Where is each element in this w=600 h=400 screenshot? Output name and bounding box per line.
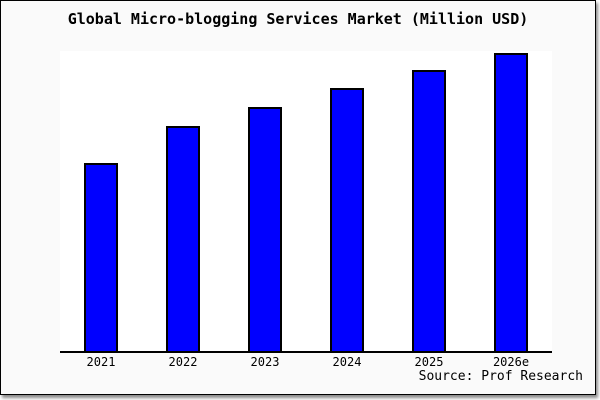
x-tick-label-2023: 2023 bbox=[250, 355, 280, 369]
x-axis-labels: 2021 2022 2023 2024 2025 2026e bbox=[60, 355, 552, 371]
x-tick-label-2021: 2021 bbox=[86, 355, 116, 369]
source-credit: Source: Prof Research bbox=[418, 369, 583, 384]
x-tick-label-2022: 2022 bbox=[168, 355, 198, 369]
bar-2021 bbox=[84, 163, 118, 351]
bar-2025 bbox=[412, 70, 446, 351]
x-tick-label-2026e: 2026e bbox=[492, 355, 530, 369]
bar-2022 bbox=[166, 126, 200, 351]
x-tick-label-2024: 2024 bbox=[332, 355, 362, 369]
bar-2026e bbox=[494, 53, 528, 351]
bar-2023 bbox=[248, 107, 282, 351]
plot-area bbox=[60, 51, 552, 353]
bar-2024 bbox=[330, 88, 364, 351]
x-tick-label-2025: 2025 bbox=[414, 355, 444, 369]
chart-title: Global Micro-blogging Services Market (M… bbox=[67, 10, 529, 28]
